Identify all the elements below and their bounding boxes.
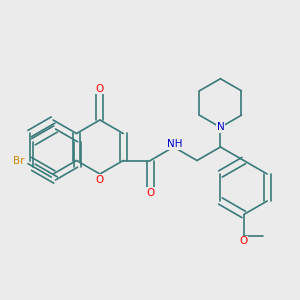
- Text: O: O: [96, 84, 104, 94]
- Text: NH: NH: [167, 139, 183, 149]
- Text: O: O: [240, 236, 248, 247]
- Text: N: N: [217, 122, 224, 132]
- Text: O: O: [146, 188, 154, 198]
- Text: O: O: [96, 175, 104, 185]
- Text: Br: Br: [14, 155, 25, 166]
